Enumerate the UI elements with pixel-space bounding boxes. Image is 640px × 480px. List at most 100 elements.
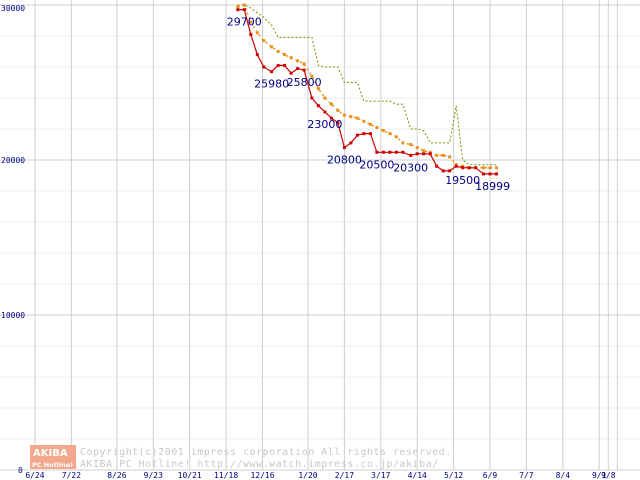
series-avg-point xyxy=(355,116,359,120)
series-max-price xyxy=(237,4,497,166)
y-tick-label: 20000 xyxy=(1,156,25,165)
series-avg-point xyxy=(249,20,253,24)
series-min-point xyxy=(375,150,379,154)
series-min-point xyxy=(409,153,413,157)
series-avg-point xyxy=(302,62,306,66)
series-min-point xyxy=(362,132,366,136)
data-label: 20800 xyxy=(327,154,362,167)
x-tick-label: 7/22 xyxy=(62,471,81,480)
series-min-point xyxy=(276,63,280,67)
x-tick-label: 8/26 xyxy=(107,471,126,480)
series-avg-point xyxy=(342,113,346,117)
series-avg-point xyxy=(495,166,498,170)
series-min-point xyxy=(415,152,419,156)
copyright-line-2: AKIBA PC Hotline! http://www.watch.impre… xyxy=(80,459,439,470)
series-min-point xyxy=(495,172,498,176)
series-avg-point xyxy=(482,166,485,170)
series-avg-line xyxy=(237,4,497,169)
series-min-point xyxy=(329,116,333,120)
series-avg-point xyxy=(329,102,333,106)
x-tick-label: 10/21 xyxy=(178,471,202,480)
x-tick-label: 6/24 xyxy=(25,471,44,480)
series-min-point xyxy=(381,150,385,154)
data-label: 25800 xyxy=(287,76,322,89)
series-min-point xyxy=(454,164,458,168)
y-tick-label: 10000 xyxy=(1,311,25,320)
y-tick-label: 30000 xyxy=(1,4,25,13)
series-avg-point xyxy=(296,59,300,63)
series-min-point xyxy=(296,67,300,71)
x-tick-label: 12/16 xyxy=(250,471,274,480)
series-min-point xyxy=(342,146,346,150)
series-avg-point xyxy=(323,96,327,100)
series-avg-point xyxy=(289,56,293,60)
akiba-logo-box xyxy=(30,445,76,469)
data-label: 18999 xyxy=(475,180,510,193)
series-avg-point xyxy=(409,143,413,146)
series-min-point xyxy=(435,164,439,168)
series-avg-point xyxy=(428,150,432,154)
series-avg-point xyxy=(242,3,246,7)
x-tick-label: 6/9 xyxy=(483,471,498,480)
series-min-point xyxy=(355,133,359,137)
series-avg-point xyxy=(362,119,366,123)
series-avg-point xyxy=(422,149,426,153)
series-min-point xyxy=(302,68,306,72)
series-avg-point xyxy=(236,5,240,9)
series-avg-point xyxy=(488,166,492,170)
series-avg-point xyxy=(349,115,353,119)
series-avg-point xyxy=(461,164,465,168)
series-avg-point xyxy=(255,31,259,35)
series-min-point xyxy=(474,166,478,170)
series-min-point xyxy=(255,53,259,57)
series-min-point xyxy=(388,150,392,154)
series-min-point xyxy=(448,169,452,173)
x-tick-label: 11/18 xyxy=(214,471,238,480)
series-min-point xyxy=(270,70,274,74)
series-avg-point xyxy=(310,74,314,78)
x-tick-label: 3/17 xyxy=(371,471,390,480)
series-min-point xyxy=(316,104,320,108)
series-avg-point xyxy=(262,39,266,43)
series-min-price xyxy=(236,8,498,176)
series-min-point xyxy=(236,8,240,12)
logo-bottom-text: PC Hotline! xyxy=(32,461,73,469)
series-avg-point xyxy=(394,135,398,139)
data-label: 29700 xyxy=(227,16,262,29)
series-avg-point xyxy=(316,87,320,91)
series-min-point xyxy=(262,65,266,69)
series-avg-point xyxy=(401,141,405,145)
series xyxy=(236,3,498,176)
copyright-line-1: Copyright(c)2001 impress corporation All… xyxy=(80,447,452,458)
series-min-point xyxy=(368,132,372,136)
series-avg-point xyxy=(388,132,392,136)
series-min-point xyxy=(310,96,314,100)
series-avg-point xyxy=(381,129,385,133)
series-avg-point xyxy=(435,153,439,157)
series-min-point xyxy=(249,32,253,36)
series-avg-point xyxy=(448,155,452,159)
axes: 0 10000 20000 30000 6/24 7/22 8/26 9/23 10/21 11/… xyxy=(1,4,616,480)
y-tick-label: 0 xyxy=(18,466,23,475)
x-tick-label: 5/12 xyxy=(444,471,463,480)
data-label: 19500 xyxy=(445,174,480,187)
series-avg-point xyxy=(368,122,372,126)
series-avg-point xyxy=(415,146,419,150)
data-label: 25980 xyxy=(254,78,289,91)
series-avg-point xyxy=(441,153,445,157)
x-tick-label: 9/23 xyxy=(144,471,163,480)
x-tick-label: 9/1 xyxy=(592,471,607,480)
series-min-point xyxy=(394,150,398,154)
series-min-point xyxy=(349,141,353,145)
series-min-point xyxy=(441,169,445,173)
series-avg-point xyxy=(336,108,340,112)
data-label: 20300 xyxy=(393,161,428,174)
series-min-point xyxy=(488,172,492,176)
x-tick-label: 8/4 xyxy=(556,471,571,480)
logo-top-text: AKIBA xyxy=(33,448,68,459)
series-min-point xyxy=(482,172,485,176)
x-tick-label: 4/14 xyxy=(408,471,427,480)
